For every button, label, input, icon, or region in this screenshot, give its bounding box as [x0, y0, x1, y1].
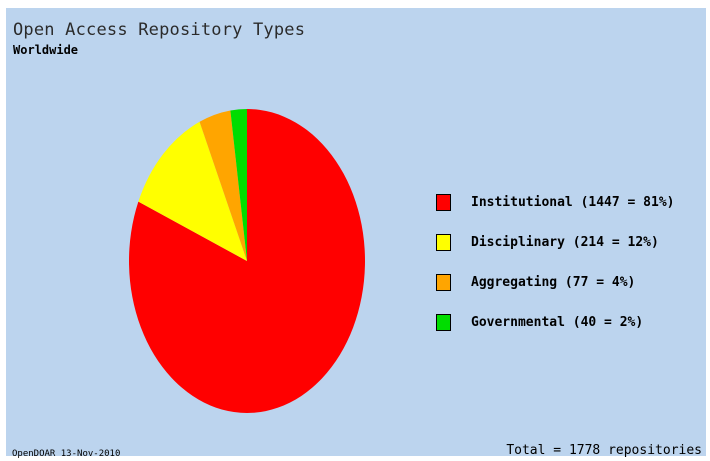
pie-slice-governmental: [230, 109, 247, 261]
pie-slice-aggregating: [199, 110, 247, 262]
legend-label: Governmental (40 = 2%): [471, 314, 644, 330]
legend-item-institutional: Institutional (1447 = 81%): [436, 192, 675, 212]
legend-swatch: [436, 233, 451, 251]
legend-label: Aggregating (77 = 4%): [471, 274, 636, 290]
legend-swatch: [436, 273, 451, 291]
legend-item-aggregating: Aggregating (77 = 4%): [436, 272, 635, 292]
chart-subtitle: Worldwide: [13, 43, 79, 57]
total-label: Total = 1778 repositories: [506, 443, 702, 458]
source-label: OpenDOAR 13-Nov-2010: [12, 449, 121, 459]
legend-swatch: [436, 313, 451, 331]
chart-title: Open Access Repository Types: [13, 20, 306, 40]
legend-swatch: [436, 193, 451, 211]
legend-item-governmental: Governmental (40 = 2%): [436, 312, 643, 332]
pie-slice-disciplinary: [138, 121, 247, 261]
legend-item-disciplinary: Disciplinary (214 = 12%): [436, 232, 659, 252]
legend-label: Disciplinary (214 = 12%): [471, 234, 659, 250]
pie-slice-institutional: [129, 109, 365, 413]
legend-label: Institutional (1447 = 81%): [471, 194, 675, 210]
